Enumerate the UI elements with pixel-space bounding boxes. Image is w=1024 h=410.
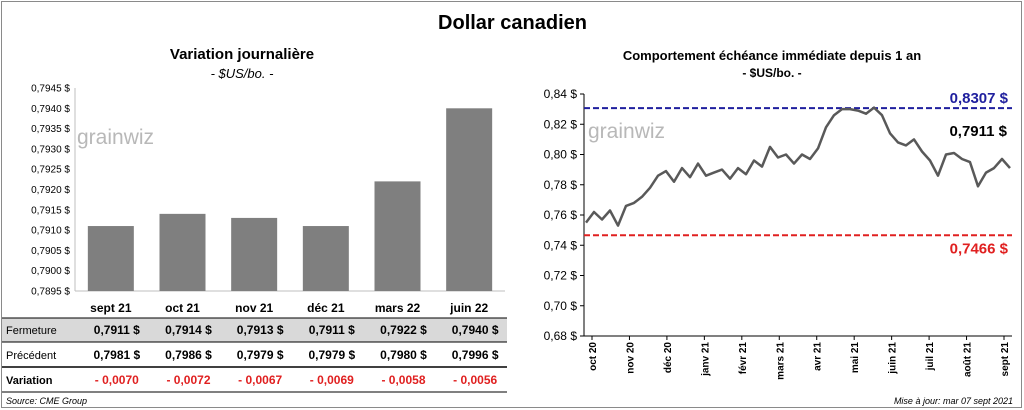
- table-row-label: Fermeture: [6, 325, 57, 337]
- line-chart-title: Comportement échéance immédiate depuis 1…: [622, 48, 922, 63]
- bar-watermark: grainwiz: [77, 126, 154, 149]
- table-cell: 0,7911 $: [309, 323, 355, 337]
- line-y-tick-label: 0,76 $: [544, 208, 578, 222]
- update-note: Mise à jour: mar 07 sept 2021: [893, 396, 1013, 406]
- line-x-tick-label: juil 21: [925, 342, 936, 372]
- line-x-tick-label: sept 21: [1000, 342, 1011, 377]
- table-row-shade: [2, 318, 507, 342]
- table-cell: 0,7940 $: [452, 323, 499, 337]
- bar-y-tick-label: 0,7915 $: [31, 205, 70, 216]
- bar-y-tick-label: 0,7925 $: [31, 165, 70, 176]
- table-row-label: Précédent: [6, 350, 56, 362]
- table-row-label: Variation: [6, 375, 53, 387]
- line-x-tick-label: janv 21: [700, 342, 711, 377]
- bar: [302, 226, 349, 291]
- table-cell: 0,7914 $: [165, 323, 212, 337]
- bar: [446, 108, 493, 291]
- table-cell: - 0,0069: [310, 373, 354, 387]
- high-value-label: 0,8307 $: [950, 90, 1009, 107]
- bar-x-tick-label: nov 21: [235, 301, 273, 315]
- bar-y-tick-label: 0,7895 $: [31, 287, 70, 298]
- table-cell: 0,7911 $: [94, 323, 140, 337]
- line-x-tick-label: avr 21: [813, 342, 824, 371]
- line-y-tick-label: 0,74 $: [544, 238, 578, 252]
- line-x-tick-label: mai 21: [850, 342, 861, 374]
- line-x-tick-label: août 21: [963, 342, 974, 377]
- table-cell: - 0,0067: [238, 373, 282, 387]
- bar-y-tick-label: 0,7935 $: [31, 124, 70, 135]
- bar-y-tick-label: 0,7910 $: [31, 226, 70, 237]
- bar-y-tick-label: 0,7945 $: [31, 84, 70, 95]
- line-chart-subtitle: - $US/bo. -: [742, 66, 802, 80]
- last-value-label: 0,7911 $: [949, 123, 1007, 140]
- bar: [159, 213, 206, 291]
- table-cell: - 0,0070: [95, 373, 139, 387]
- line-x-tick-label: oct 20: [588, 342, 599, 371]
- line-y-tick-label: 0,72 $: [544, 269, 578, 283]
- table-cell: 0,7986 $: [165, 348, 212, 362]
- line-y-tick-label: 0,68 $: [544, 329, 578, 343]
- bar-y-tick-label: 0,7930 $: [31, 144, 70, 155]
- low-value-label: 0,7466 $: [950, 240, 1009, 257]
- bar-y-tick-label: 0,7905 $: [31, 246, 70, 257]
- page-title: Dollar canadien: [438, 12, 587, 34]
- line-y-tick-label: 0,82 $: [544, 117, 578, 131]
- line-y-tick-label: 0,84 $: [544, 87, 578, 101]
- line-watermark: grainwiz: [588, 120, 665, 143]
- bar-y-tick-label: 0,7900 $: [31, 266, 70, 277]
- table-cell: 0,7979 $: [308, 348, 355, 362]
- table-cell: 0,7980 $: [380, 348, 427, 362]
- table-cell: 0,7996 $: [452, 348, 499, 362]
- bar-x-tick-label: juin 22: [449, 301, 488, 315]
- price-series-line: [585, 106, 1011, 227]
- bar: [87, 226, 134, 291]
- line-x-tick-label: mars 21: [775, 342, 786, 380]
- table-cell: - 0,0056: [453, 373, 497, 387]
- bar-x-tick-label: déc 21: [307, 301, 345, 315]
- bar-y-tick-label: 0,7920 $: [31, 185, 70, 196]
- table-cell: 0,7981 $: [93, 348, 140, 362]
- line-x-tick-label: juin 21: [888, 342, 899, 375]
- source-note: Source: CME Group: [6, 396, 88, 406]
- table-cell: - 0,0058: [381, 373, 425, 387]
- bar-x-tick-label: sept 21: [90, 301, 132, 315]
- line-x-tick-label: nov 20: [625, 342, 636, 374]
- bar-chart-title: Variation journalière: [169, 46, 315, 63]
- bar-y-tick-label: 0,7940 $: [31, 104, 70, 115]
- bar: [231, 217, 278, 291]
- bar-chart-subtitle: - $US/bo. -: [210, 66, 274, 81]
- line-y-tick-label: 0,80 $: [544, 148, 578, 162]
- table-cell: 0,7922 $: [380, 323, 427, 337]
- bar-x-tick-label: oct 21: [165, 301, 200, 315]
- line-y-tick-label: 0,70 $: [544, 299, 578, 313]
- line-x-tick-label: déc 20: [663, 342, 674, 374]
- table-cell: 0,7979 $: [237, 348, 284, 362]
- bar-x-tick-label: mars 22: [375, 301, 421, 315]
- line-y-tick-label: 0,78 $: [544, 178, 578, 192]
- bar: [374, 181, 421, 291]
- table-cell: - 0,0072: [166, 373, 210, 387]
- line-x-tick-label: févr 21: [738, 342, 749, 375]
- table-cell: 0,7913 $: [237, 323, 284, 337]
